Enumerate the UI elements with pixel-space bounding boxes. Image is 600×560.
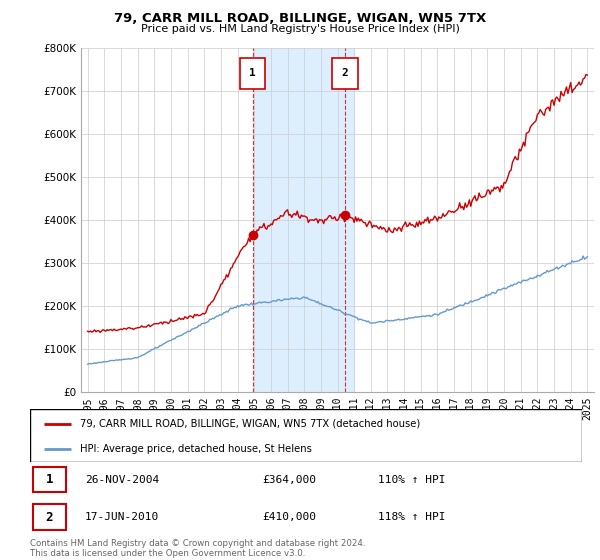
FancyBboxPatch shape xyxy=(30,409,582,462)
Text: Contains HM Land Registry data © Crown copyright and database right 2024.
This d: Contains HM Land Registry data © Crown c… xyxy=(30,539,365,558)
Text: £364,000: £364,000 xyxy=(262,474,316,484)
FancyBboxPatch shape xyxy=(33,505,66,530)
Text: HPI: Average price, detached house, St Helens: HPI: Average price, detached house, St H… xyxy=(80,444,311,454)
FancyBboxPatch shape xyxy=(33,467,66,492)
Text: £410,000: £410,000 xyxy=(262,512,316,522)
Text: 110% ↑ HPI: 110% ↑ HPI xyxy=(378,474,445,484)
Text: 79, CARR MILL ROAD, BILLINGE, WIGAN, WN5 7TX (detached house): 79, CARR MILL ROAD, BILLINGE, WIGAN, WN5… xyxy=(80,419,420,429)
Text: 26-NOV-2004: 26-NOV-2004 xyxy=(85,474,160,484)
Text: 17-JUN-2010: 17-JUN-2010 xyxy=(85,512,160,522)
Text: 1: 1 xyxy=(46,473,53,486)
Text: 79, CARR MILL ROAD, BILLINGE, WIGAN, WN5 7TX: 79, CARR MILL ROAD, BILLINGE, WIGAN, WN5… xyxy=(114,12,486,25)
Text: 2: 2 xyxy=(342,68,349,78)
FancyBboxPatch shape xyxy=(332,58,358,89)
Text: 2: 2 xyxy=(46,511,53,524)
Text: Price paid vs. HM Land Registry's House Price Index (HPI): Price paid vs. HM Land Registry's House … xyxy=(140,24,460,34)
FancyBboxPatch shape xyxy=(240,58,265,89)
Bar xyxy=(254,48,354,392)
Text: 118% ↑ HPI: 118% ↑ HPI xyxy=(378,512,445,522)
Text: 1: 1 xyxy=(249,68,256,78)
